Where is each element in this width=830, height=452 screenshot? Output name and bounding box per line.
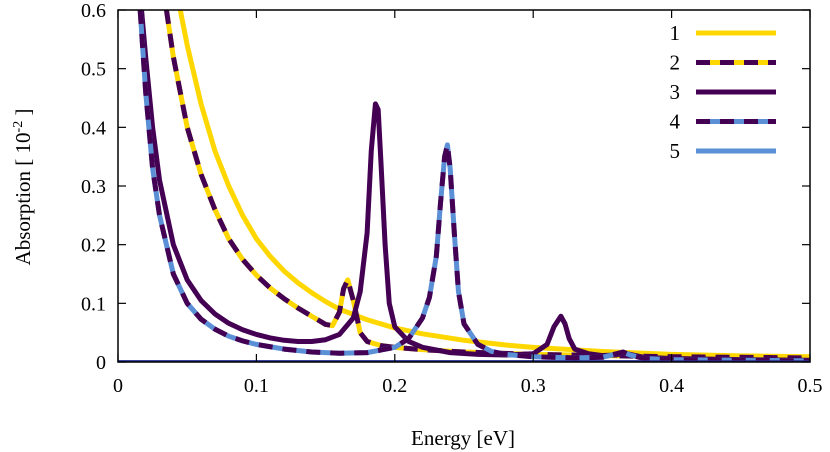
legend-label: 1 xyxy=(670,21,681,45)
legend-label: 2 xyxy=(670,51,681,75)
legend-item-4: 4 xyxy=(670,110,776,134)
series-group xyxy=(118,10,810,362)
series-1-line xyxy=(177,10,810,360)
y-tick-label: 0.4 xyxy=(81,117,106,139)
x-axis-label: Energy [eV] xyxy=(411,426,515,450)
x-tick-label: 0.5 xyxy=(798,375,823,397)
y-axis-label-close: ] xyxy=(11,109,35,121)
y-tick-label: 0.3 xyxy=(81,176,106,198)
y-axis-label: Absorption [ 10-2 ] xyxy=(11,109,35,266)
ticks: 0 0.1 0.2 0.3 0.4 0.5 0 0.1 0.2 0.3 0.4 0.5 0.6 xyxy=(81,0,823,397)
legend-item-5: 5 xyxy=(670,139,776,163)
series-4-line xyxy=(137,10,810,362)
legend: 1 2 3 4 5 xyxy=(670,21,776,163)
y-tick-label: 0.5 xyxy=(81,59,106,81)
x-tick-label: 0.1 xyxy=(244,375,269,397)
legend-item-2: 2 xyxy=(670,51,776,75)
y-tick-label: 0.1 xyxy=(81,293,106,315)
legend-item-1: 1 xyxy=(670,21,776,45)
legend-label: 4 xyxy=(670,110,681,134)
legend-label: 3 xyxy=(670,80,681,104)
legend-label: 5 xyxy=(670,139,681,163)
x-tick-label: 0.4 xyxy=(659,375,684,397)
legend-item-3: 3 xyxy=(670,80,776,104)
x-tick-label: 0 xyxy=(113,375,123,397)
x-tick-label: 0.2 xyxy=(382,375,407,397)
series-3-line xyxy=(139,10,810,362)
y-tick-label: 0.2 xyxy=(81,235,106,257)
y-tick-label: 0.6 xyxy=(81,0,106,22)
x-tick-label: 0.3 xyxy=(521,375,546,397)
y-axis-label-text: Absorption [ 10 xyxy=(11,132,35,265)
y-tick-label: 0 xyxy=(96,352,106,374)
y-axis-label-superscript: -2 xyxy=(11,121,26,133)
